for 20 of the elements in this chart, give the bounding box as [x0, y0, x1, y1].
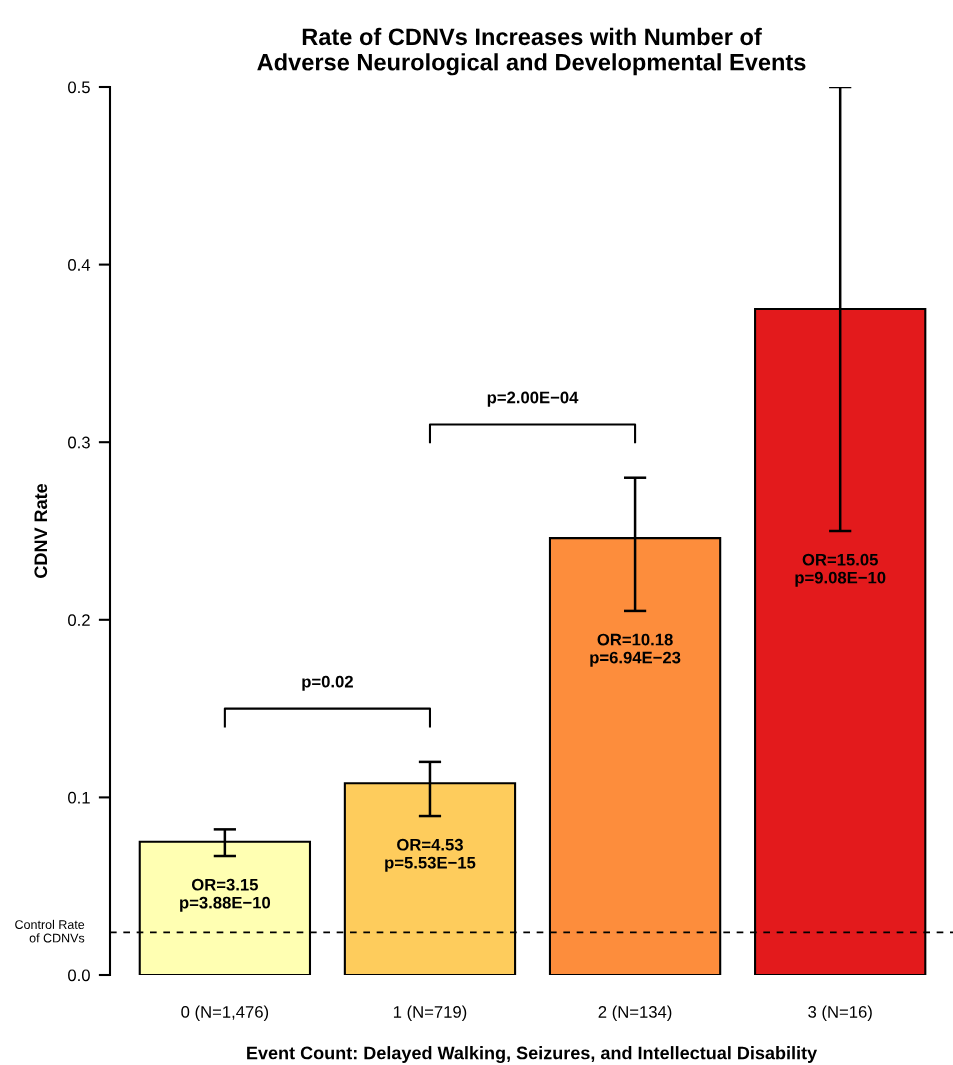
y-axis-title: CDNV Rate — [34, 483, 48, 578]
annotation: OR=4.53 p=5.53E−15 — [385, 838, 476, 872]
x-tick-label: 3 (N=16) — [808, 1005, 872, 1022]
annotation: OR=3.15 p=3.88E−10 — [180, 878, 271, 912]
y-tick-label: 0.1 — [68, 791, 90, 804]
annotation: p=0.02 — [302, 675, 353, 691]
chart-title: Rate of CDNVs Increases with Number of Adverse Neurological and Developmental Events — [257, 27, 806, 76]
x-tick-label: 0 (N=1,476) — [181, 1005, 269, 1022]
y-tick-label: 0.2 — [68, 614, 90, 626]
x-axis-title: Event Count: Delayed Walking, Seizures, and Intellectual Disability — [247, 1046, 818, 1063]
x-tick-label: 2 (N=134) — [598, 1005, 672, 1022]
y-tick-label: 0.3 — [68, 436, 90, 449]
y-tick-label: 0.0 — [68, 969, 90, 982]
y-tick-label: 0.4 — [68, 259, 91, 271]
annotation: OR=10.18 p=6.94E−23 — [590, 633, 681, 667]
ref-line-label: Control Rate of CDNVs — [15, 919, 85, 943]
y-tick-label: 0.5 — [68, 81, 90, 94]
annotation: p=2.00E−04 — [487, 391, 579, 407]
x-tick-label: 1 (N=719) — [393, 1005, 467, 1022]
annotation: OR=15.05 p=9.08E−10 — [795, 553, 886, 587]
